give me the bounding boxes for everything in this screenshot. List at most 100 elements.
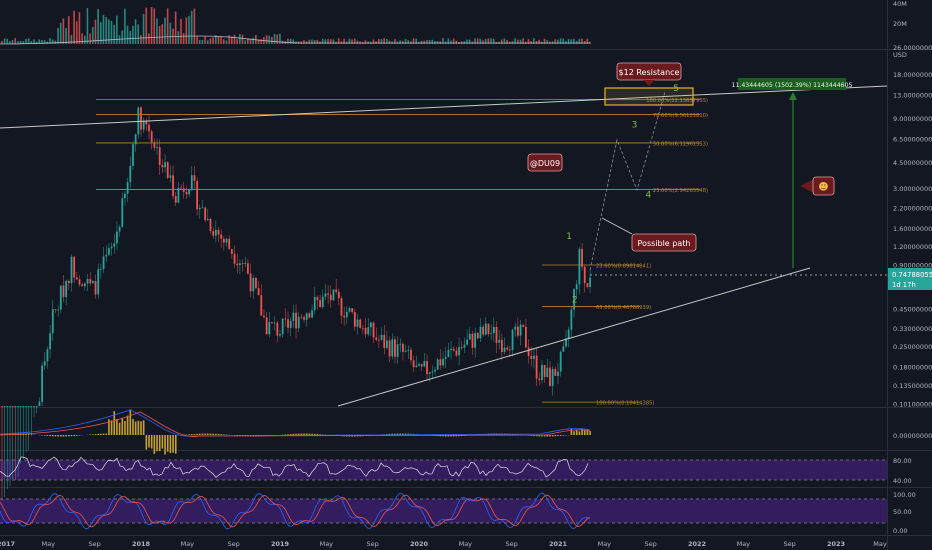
macd-bar <box>126 415 129 435</box>
candle-body <box>247 263 249 274</box>
candle-body <box>517 326 519 336</box>
macd-bar <box>402 433 404 435</box>
volume-bar <box>9 41 11 44</box>
macd-bar <box>300 433 303 435</box>
candle-body <box>455 350 458 356</box>
candle-body <box>356 319 359 327</box>
volume-bar <box>94 19 97 44</box>
candle-body <box>468 333 471 340</box>
candle-body <box>169 175 172 178</box>
macd-bar <box>391 433 394 435</box>
candle-body <box>551 368 554 386</box>
volume-bar <box>249 39 252 44</box>
author-callout[interactable]: @DU09 <box>527 153 563 172</box>
volume-bar <box>174 11 177 45</box>
candle-body <box>311 310 313 318</box>
candle-body <box>581 248 583 267</box>
volume-bar <box>78 12 81 44</box>
candle-body <box>164 162 166 168</box>
macd-bar <box>108 419 110 435</box>
volume-bar <box>573 38 575 44</box>
volume-bar <box>268 35 271 44</box>
candle-body <box>75 277 78 280</box>
stoch-tick-label: 100.00 <box>893 491 916 499</box>
possible-path-callout[interactable]: Possible path <box>601 217 697 252</box>
volume-bar <box>530 40 532 44</box>
candle-body <box>11 406 14 407</box>
candle-body <box>337 291 340 299</box>
candle-body <box>522 324 525 327</box>
candle-body <box>110 246 113 249</box>
candle-body <box>554 368 557 376</box>
macd-bar <box>444 435 447 437</box>
macd-bar <box>533 435 535 437</box>
candle-body <box>487 323 490 335</box>
macd-bar <box>76 435 78 436</box>
volume-bar <box>402 40 404 44</box>
volume-bar <box>225 40 228 44</box>
price-tick-label: 13.00000000 <box>893 92 932 100</box>
candle-body <box>589 277 591 287</box>
candle-body <box>340 298 343 316</box>
candle-body <box>94 281 97 295</box>
candle-body <box>484 323 487 335</box>
candle-body <box>134 134 137 145</box>
macd-bar <box>236 435 239 436</box>
volume-bar <box>134 19 137 44</box>
stoch-d-line <box>0 494 591 528</box>
candle-body <box>396 344 399 357</box>
volume-bar <box>6 38 9 44</box>
candle-body <box>324 293 327 297</box>
volume-bar <box>567 39 570 44</box>
resistance-zone[interactable] <box>604 87 694 106</box>
volume-bar <box>353 38 356 44</box>
macd-bar <box>100 433 102 435</box>
candle-body <box>204 207 207 221</box>
stoch-tick-label: 0.00 <box>893 527 907 535</box>
candle-body <box>193 175 196 181</box>
candle-body <box>150 131 153 143</box>
volume-bar <box>538 39 540 44</box>
volume-bar <box>100 22 102 44</box>
volume-bar <box>276 34 279 44</box>
macd-bar <box>511 434 514 435</box>
volume-bar <box>166 8 169 44</box>
volume-bar <box>519 39 522 44</box>
time-tick-label: Sep <box>89 540 101 548</box>
candle-body <box>495 326 498 343</box>
time-axis[interactable]: 2017 May Sep 2018 May Sep 2019 May Sep 2020 May Sep… <box>0 540 887 548</box>
price-axis[interactable]: 18.00000000 13.00000000 9.00000000 6.500000… <box>893 0 932 535</box>
candle-body <box>428 372 431 374</box>
resistance-callout[interactable]: $12 Resistance <box>616 62 682 86</box>
candle-body <box>289 320 292 328</box>
candle-body <box>59 285 62 310</box>
volume-bar <box>327 39 329 44</box>
measure-label-box: 11.43444605 (1502.39%) 1143444605 <box>732 78 853 90</box>
volume-bar <box>476 38 479 44</box>
volume-bar <box>535 41 538 44</box>
volume-bar <box>25 38 27 44</box>
candle-body <box>458 347 460 356</box>
candle-body <box>439 359 442 366</box>
price-tick-label: 1.20000000 <box>893 243 932 251</box>
candle-body <box>116 231 118 244</box>
candle-body <box>166 162 169 178</box>
candle-body <box>541 364 543 380</box>
candle-body <box>153 142 156 148</box>
volume-bar <box>116 15 118 44</box>
volume-bar <box>75 21 78 44</box>
lower-trendline[interactable] <box>337 267 811 407</box>
volume-bar <box>19 40 22 44</box>
macd-bar <box>570 429 573 435</box>
upper-trendline[interactable] <box>0 85 888 129</box>
candle-body <box>201 207 204 209</box>
candle-body <box>281 318 284 335</box>
candle-body <box>530 355 533 359</box>
smiley-callout[interactable]: ☻ <box>800 176 835 196</box>
candle-body <box>474 332 477 348</box>
candle-body <box>276 322 279 336</box>
candle-body <box>81 284 84 287</box>
fib-retracement[interactable]: 100.00%(12.13657955) 78.60%(9.56121810) 50… <box>96 98 708 407</box>
candle-body <box>49 333 52 350</box>
